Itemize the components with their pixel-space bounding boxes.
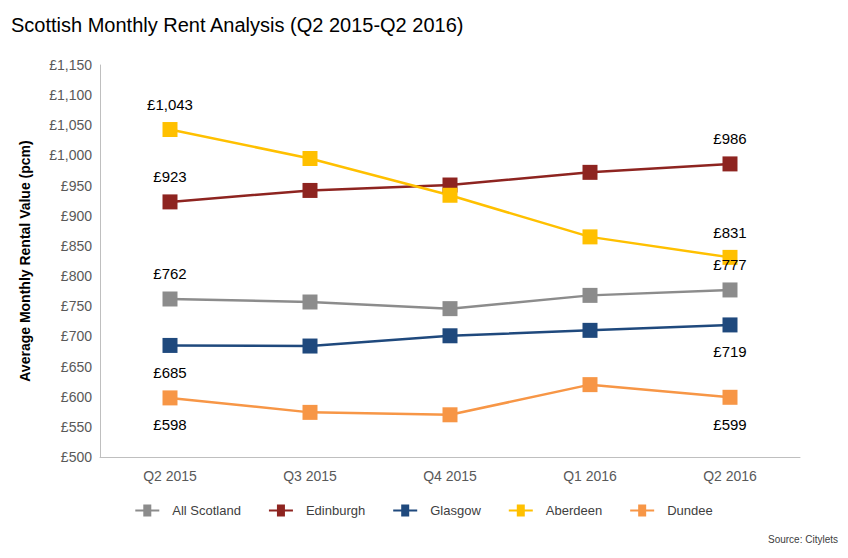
svg-text:£762: £762 [153,265,186,282]
svg-text:£831: £831 [713,224,746,241]
svg-text:Dundee: Dundee [667,503,713,518]
svg-text:Scottish Monthly Rent Analysis: Scottish Monthly Rent Analysis (Q2 2015-… [11,14,463,36]
svg-text:Q2 2016: Q2 2016 [703,468,757,484]
svg-text:£600: £600 [61,389,92,405]
svg-text:£650: £650 [61,359,92,375]
svg-text:Edinburgh: Edinburgh [306,503,365,518]
svg-text:£1,100: £1,100 [49,87,92,103]
svg-text:Q4 2015: Q4 2015 [423,468,477,484]
svg-text:£1,000: £1,000 [49,147,92,163]
svg-text:Q3 2015: Q3 2015 [283,468,337,484]
svg-text:£1,150: £1,150 [49,57,92,73]
svg-text:£719: £719 [713,343,746,360]
svg-text:£550: £550 [61,419,92,435]
svg-text:Q2 2015: Q2 2015 [143,468,197,484]
svg-text:£685: £685 [153,364,186,381]
svg-text:Average Monthly Rental Value (: Average Monthly Rental Value (pcm) [17,140,33,381]
svg-text:£598: £598 [153,416,186,433]
svg-text:Source: Citylets: Source: Citylets [768,534,838,545]
svg-text:Q1 2016: Q1 2016 [563,468,617,484]
svg-text:£500: £500 [61,449,92,465]
svg-text:£599: £599 [713,416,746,433]
svg-text:£777: £777 [713,256,746,273]
svg-text:£750: £750 [61,298,92,314]
svg-text:£923: £923 [153,168,186,185]
svg-text:All Scotland: All Scotland [172,503,241,518]
svg-text:£850: £850 [61,238,92,254]
svg-text:Glasgow: Glasgow [430,503,481,518]
svg-text:£1,050: £1,050 [49,117,92,133]
svg-text:£1,043: £1,043 [147,96,193,113]
svg-text:£986: £986 [713,130,746,147]
svg-text:£900: £900 [61,208,92,224]
svg-text:£700: £700 [61,328,92,344]
svg-text:£950: £950 [61,178,92,194]
svg-text:Aberdeen: Aberdeen [546,503,602,518]
svg-text:£800: £800 [61,268,92,284]
